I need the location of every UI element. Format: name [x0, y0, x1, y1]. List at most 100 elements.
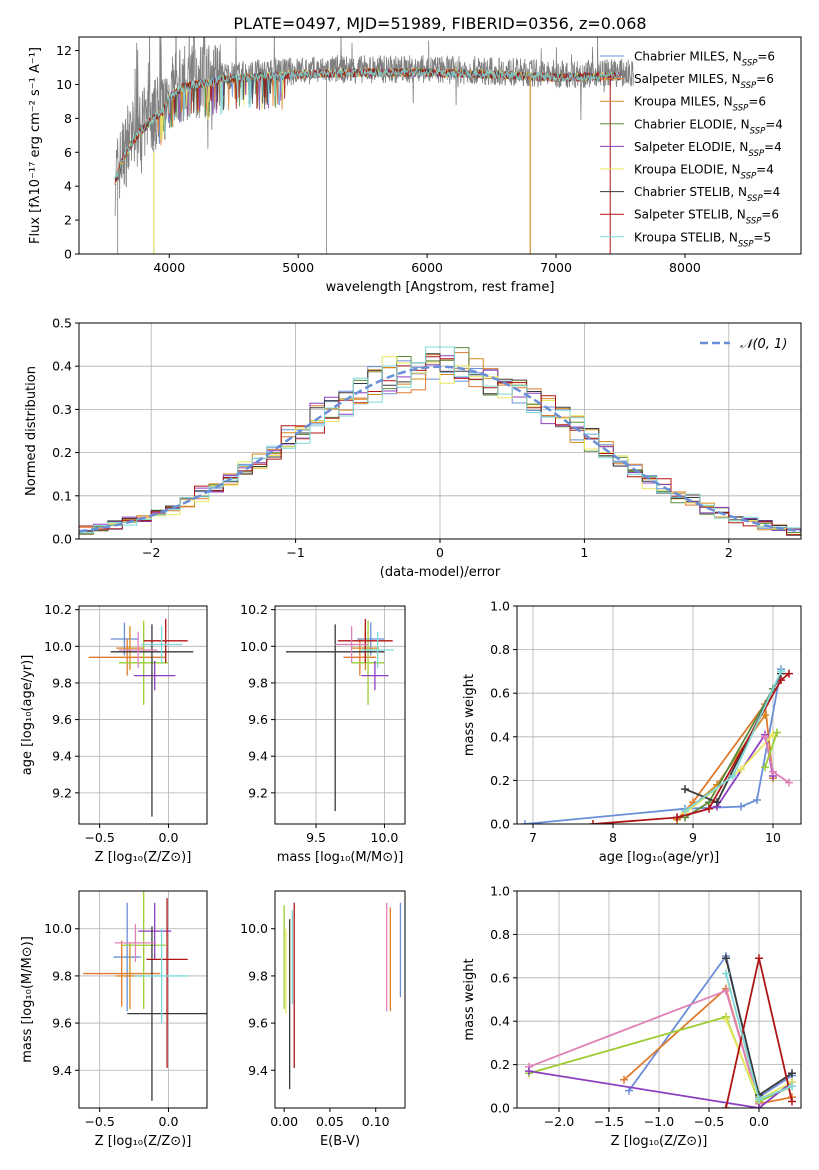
x-tick-label: −0.5	[84, 830, 114, 845]
legend-value: =6	[756, 72, 774, 86]
panel-age_vs_Z: −0.5 0.0 9.2 9.4 9.6 9.8 10.0 10.2 Z [log₁₀(Z/Z⊙…	[20, 602, 208, 865]
y-tick-label: 0.6	[490, 970, 510, 985]
x-axis-label: E(B-V)	[320, 1134, 360, 1149]
y-tick-label: 9.8	[52, 968, 72, 983]
x-tick-label: −1.5	[594, 1114, 624, 1129]
axes-frame	[78, 36, 802, 255]
y-tick-label: 9.4	[248, 1063, 268, 1078]
weight-series	[623, 986, 793, 1105]
panel-weight_vs_age: 7 8 9 10 0.0 0.2 0.4 0.6 0.8 1.0 age [log₁₀(age/yr…	[462, 599, 802, 865]
y-tick-label: 0.0	[490, 817, 510, 832]
x-tick-label: 0.0	[159, 1114, 179, 1129]
y-tick-label: 9.2	[52, 785, 72, 800]
axes-frame	[274, 605, 406, 825]
legend-value: =4	[756, 163, 774, 177]
y-tick-label: 10.0	[240, 639, 268, 654]
weight-series	[628, 953, 793, 1099]
x-tick-label: −2	[142, 545, 160, 560]
plot-area	[79, 346, 801, 536]
axes-frame	[78, 890, 208, 1109]
weight-marker	[729, 772, 737, 781]
legend: Chabrier MILES, NSSP=6 Salpeter MILES, NS…	[600, 50, 783, 249]
y-tick-label: 0.2	[52, 445, 72, 460]
y-axis-label: mass weight	[462, 958, 477, 1040]
y-tick-label: 0.5	[52, 316, 72, 331]
y-tick-label: 0.2	[490, 773, 510, 788]
y-tick-label: 4	[64, 179, 72, 194]
x-axis-label: Z [log₁₀(Z/Z⊙)]	[611, 1134, 708, 1149]
plot-area	[283, 902, 402, 1090]
legend-subscript: SSP	[742, 59, 758, 69]
x-tick-label: 7000	[540, 260, 572, 275]
x-tick-label: −0.5	[84, 1114, 114, 1129]
figure-title: PLATE=0497, MJD=51989, FIBERID=0356, z=0…	[233, 14, 646, 33]
x-tick-label: 7	[529, 830, 537, 845]
y-tick-label: 6	[64, 145, 72, 160]
model-spectrum	[114, 67, 621, 183]
axes-frame	[274, 890, 406, 1109]
y-axis-label: mass weight	[462, 674, 477, 756]
legend-value: =6	[757, 50, 775, 64]
axes-frame	[516, 605, 802, 825]
gaussian-curve	[79, 365, 801, 533]
weight-marker	[681, 785, 689, 794]
legend-label: Chabrier MILES, NSSP=6	[634, 50, 775, 69]
weight-series	[764, 732, 778, 768]
y-tick-label: 9.8	[248, 675, 268, 690]
y-tick-label: 0.2	[490, 1057, 510, 1072]
x-tick-label: −0.5	[694, 1114, 724, 1129]
weight-marker	[785, 778, 793, 787]
weight-series	[528, 989, 760, 1104]
axes-frame	[78, 605, 208, 825]
x-tick-label: 0.10	[362, 1114, 390, 1129]
y-tick-label: 9.8	[248, 968, 268, 983]
y-axis-label: age [log₁₀(age/yr)]	[20, 655, 35, 776]
legend-label: Chabrier STELIB, NSSP=4	[634, 185, 780, 204]
plot-area	[525, 952, 796, 1108]
plot-area	[88, 618, 194, 817]
plot-area	[285, 618, 395, 812]
y-tick-label: 1.0	[490, 599, 510, 614]
legend-subscript: SSP	[738, 239, 754, 249]
y-tick-label: 1.0	[490, 884, 510, 899]
y-tick-label: 0.4	[490, 729, 510, 744]
x-tick-label: −1.0	[644, 1114, 674, 1129]
x-tick-label: −2.0	[544, 1114, 574, 1129]
y-tick-label: 0.6	[490, 686, 510, 701]
y-tick-label: 0.4	[52, 359, 72, 374]
y-tick-label: 9.4	[52, 749, 72, 764]
weight-marker	[681, 806, 689, 815]
panel-residuals: −2 −1 0 1 2 0.0 0.1 0.2 0.3 0.4 0.5 (data-model)/er…	[24, 316, 802, 580]
x-tick-label: 10	[765, 830, 781, 845]
plot-area	[114, 37, 634, 254]
x-axis-label: (data-model)/error	[380, 565, 501, 580]
x-tick-label: 4000	[153, 260, 185, 275]
y-tick-label: 10.0	[44, 639, 72, 654]
legend-label: Kroupa STELIB, NSSP=5	[634, 230, 771, 249]
x-tick-label: 6000	[411, 260, 443, 275]
y-tick-label: 9.6	[248, 712, 268, 727]
legend-subscript: SSP	[746, 217, 762, 227]
panel-mass_vs_Z: −0.5 0.0 9.4 9.6 9.8 10.0 Z [log₁₀(Z/Z⊙)] mass …	[20, 890, 208, 1149]
y-tick-label: 0.3	[52, 402, 72, 417]
weight-marker	[525, 1067, 533, 1076]
weight-marker	[755, 954, 763, 963]
legend-subscript: SSP	[750, 126, 766, 136]
weight-marker	[722, 986, 730, 995]
weight-marker	[722, 954, 730, 963]
weight-marker	[761, 763, 769, 772]
panel-weight_vs_Z: −2.0 −1.5 −1.0 −0.5 0.0 0.0 0.2 0.4 0.6 0.8 1.0 Z […	[462, 884, 802, 1149]
x-tick-label: 0.00	[270, 1114, 298, 1129]
y-tick-label: 10.2	[240, 602, 268, 617]
weight-marker	[788, 1082, 796, 1091]
legend-subscript: SSP	[747, 194, 763, 204]
x-tick-label: 0.0	[159, 830, 179, 845]
plot-area	[83, 891, 207, 1101]
y-tick-label: 0	[64, 247, 72, 262]
x-tick-label: 0.05	[316, 1114, 344, 1129]
weight-marker	[755, 1104, 763, 1108]
weight-marker	[722, 969, 730, 978]
y-axis-label: Flux [fλ10⁻¹⁷ erg cm⁻² s⁻¹ A⁻¹]	[28, 47, 43, 244]
y-tick-label: 10.2	[44, 602, 72, 617]
